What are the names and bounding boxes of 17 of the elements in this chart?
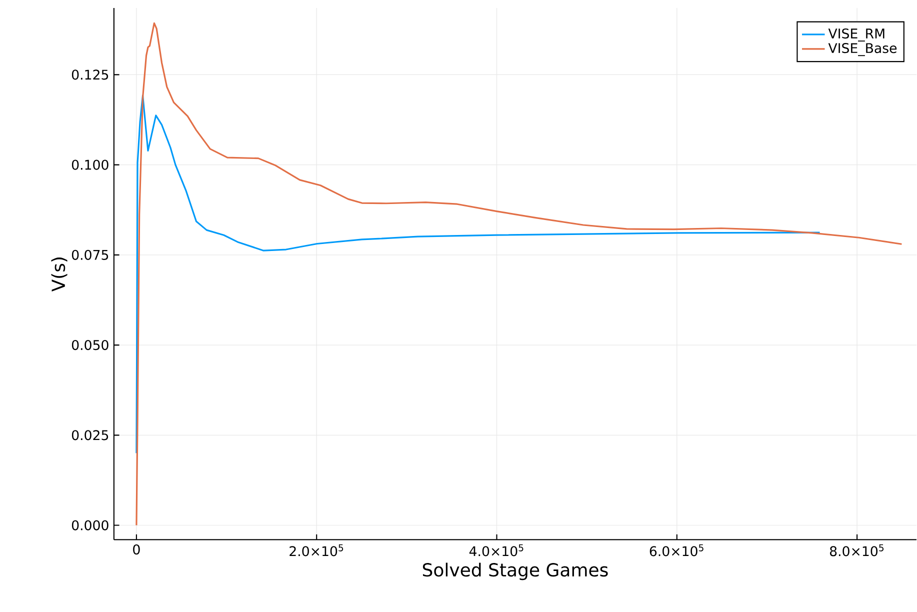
y-tick-label: 0.100 (72, 160, 108, 170)
y-tick-label: 0.125 (72, 70, 108, 80)
x-tick-label: 8.0×10$^{5}$ (830, 544, 884, 556)
x-axis-title: Solved Stage Games (422, 562, 608, 580)
x-tick-label: 2.0×10$^{5}$ (290, 544, 344, 556)
x-tick-label: 4.0×10$^{5}$ (469, 544, 524, 556)
y-tick-label: 0.075 (72, 250, 108, 260)
legend-label: VISE_Base (828, 43, 897, 56)
x-tick-label: 6.0×10$^{5}$ (650, 544, 704, 556)
line-series (136, 22, 903, 526)
x-tick-label: 0 (133, 544, 140, 555)
y-tick-label: 0.000 (72, 520, 108, 530)
legend-label: VISE_RM (828, 28, 884, 42)
y-tick-label: 0.025 (72, 430, 108, 440)
y-tick-label: 0.050 (72, 340, 108, 350)
y-axis-title: V(s) (51, 258, 68, 292)
line-series (136, 94, 821, 454)
